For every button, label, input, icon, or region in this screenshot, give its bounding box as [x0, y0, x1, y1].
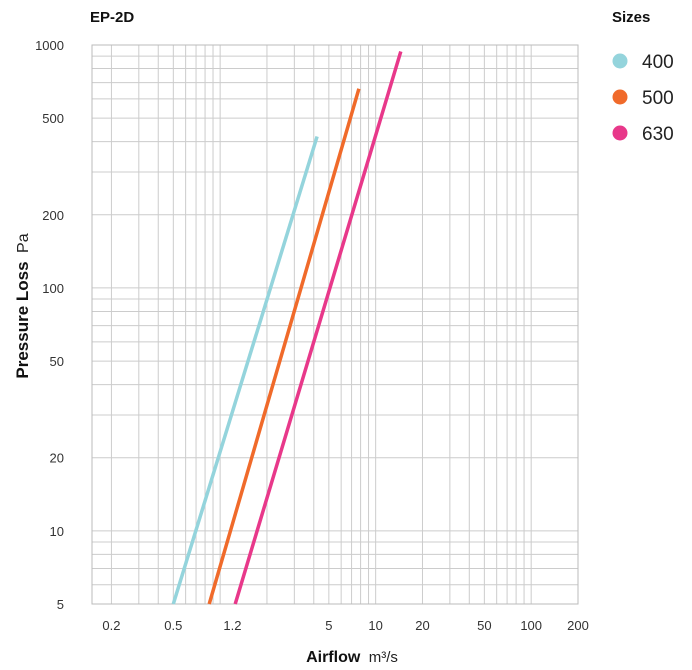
legend-marker-630 [612, 125, 628, 141]
legend-marker-400 [612, 53, 628, 69]
tick-labels: 0.2 0.5 1.2 5 10 20 50 100 200 5 10 20 50 100 200 500 10… [35, 38, 589, 633]
y-tick-label: 100 [42, 281, 64, 296]
x-tick-label: 50 [477, 618, 491, 633]
y-tick-label: 5 [57, 597, 64, 612]
x-tick-label: 200 [567, 618, 589, 633]
x-tick-label: 20 [415, 618, 429, 633]
grid [91, 44, 579, 605]
legend-items: 400 500 630 [612, 52, 674, 145]
legend-marker-500 [612, 89, 628, 105]
chart-title: EP-2D [90, 9, 134, 26]
x-tick-label: 10 [368, 618, 382, 633]
series-line-630 [233, 50, 403, 605]
y-tick-label: 20 [50, 451, 64, 466]
series-lines [171, 50, 403, 605]
x-tick-label: 100 [520, 618, 542, 633]
y-tick-label: 10 [50, 524, 64, 539]
y-axis-title: Pressure Loss Pa [13, 233, 32, 378]
y-tick-label: 500 [42, 111, 64, 126]
x-tick-label: 0.5 [164, 618, 182, 633]
y-tick-label: 50 [50, 354, 64, 369]
x-axis-title: Airflow m³/s [306, 649, 398, 666]
series-line-400 [171, 135, 319, 605]
y-tick-label: 200 [42, 208, 64, 223]
x-tick-label: 5 [325, 618, 332, 633]
legend-label-500: 500 [642, 88, 674, 109]
x-tick-label: 1.2 [223, 618, 241, 633]
x-axis-title-bold: Airflow [306, 649, 361, 666]
y-axis-title-bold: Pressure Loss [13, 261, 32, 378]
x-axis-title-unit: m³/s [369, 649, 398, 666]
legend: Sizes 400 500 630 [612, 9, 674, 145]
legend-label-630: 630 [642, 124, 674, 145]
y-axis-title-unit: Pa [15, 233, 32, 253]
legend-label-400: 400 [642, 52, 674, 73]
legend-title: Sizes [612, 9, 650, 26]
x-tick-label: 0.2 [102, 618, 120, 633]
y-tick-label: 1000 [35, 38, 64, 53]
series-line-500 [207, 88, 361, 605]
plot-border [91, 44, 579, 605]
